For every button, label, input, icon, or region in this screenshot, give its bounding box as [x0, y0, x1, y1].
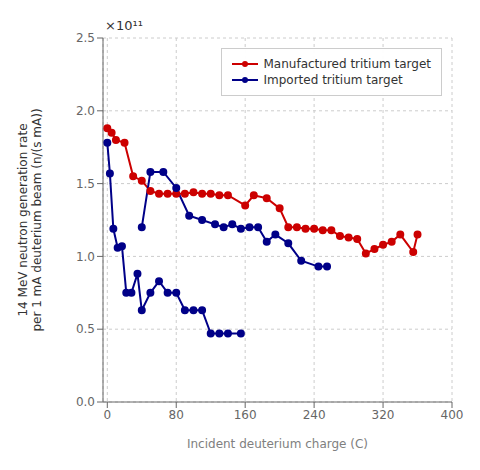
svg-text:240: 240 [303, 408, 326, 422]
html-text:Imported tritium target: Imported tritium target [263, 73, 403, 87]
svg-text:1.5: 1.5 [76, 177, 95, 191]
svg-text:Incident deuterium charge (C): Incident deuterium charge (C) [187, 437, 368, 451]
svg-text:0.0: 0.0 [76, 395, 95, 409]
svg-text:320: 320 [372, 408, 395, 422]
svg-text:400: 400 [441, 408, 464, 422]
svg-text:80: 80 [169, 408, 184, 422]
svg-text:2.0: 2.0 [76, 104, 95, 118]
svg-text:0: 0 [103, 408, 111, 422]
svg-text:14 MeV neutron generation rate: 14 MeV neutron generation rateper 1 mA d… [16, 108, 44, 331]
svg-text:1.0: 1.0 [76, 250, 95, 264]
svg-text:160: 160 [234, 408, 257, 422]
html-text:Manufactured tritium target: Manufactured tritium target [263, 57, 431, 71]
svg-text:2.5: 2.5 [76, 31, 95, 45]
svg-text:0.5: 0.5 [76, 322, 95, 336]
svg-text:×10¹¹: ×10¹¹ [105, 18, 143, 33]
